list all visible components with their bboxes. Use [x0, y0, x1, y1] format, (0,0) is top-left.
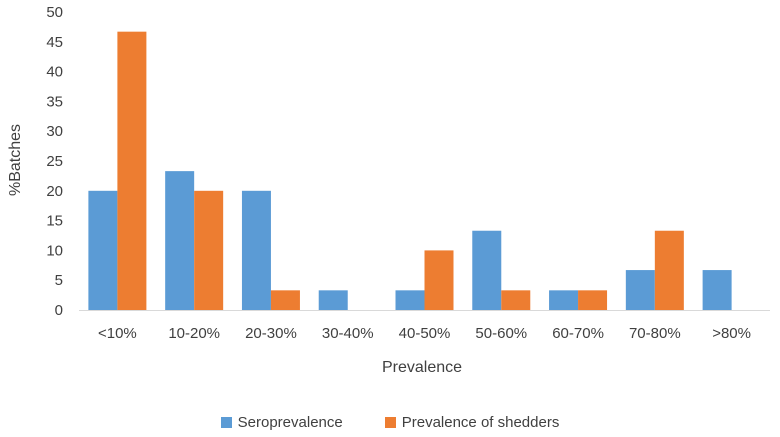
y-axis: 0 5 10 15 20 25 30 35 40 45 50	[46, 4, 63, 319]
legend-item-seroprevalence: Seroprevalence	[220, 413, 343, 431]
x-tick-label: >80%	[712, 325, 751, 342]
y-tick-label: 10	[46, 242, 63, 259]
y-tick-label: 0	[55, 302, 63, 319]
x-tick-label: 60-70%	[552, 325, 604, 342]
x-tick-label: 10-20%	[168, 325, 220, 342]
y-tick-label: 45	[46, 34, 63, 51]
y-tick-label: 15	[46, 213, 63, 230]
x-tick-label: 20-30%	[245, 325, 297, 342]
bar-chart: 0 5 10 15 20 25 30 35 40 45 50 <10% 10-20% 20-30% 30-…	[7, 4, 770, 376]
y-tick-label: 25	[46, 153, 63, 170]
x-tick-label: 70-80%	[629, 325, 681, 342]
bar-shedders-1	[194, 190, 224, 310]
y-axis-title: %Batches	[7, 124, 24, 196]
bar-seroprevalence-1	[165, 171, 195, 310]
x-tick-label: 40-50%	[399, 325, 451, 342]
x-tick-label: 30-40%	[322, 325, 374, 342]
legend-swatch-shedders	[384, 416, 396, 428]
y-tick-label: 5	[55, 272, 63, 289]
legend-item-shedders: Prevalence of shedders	[384, 413, 560, 431]
y-tick-label: 30	[46, 123, 63, 140]
bar-seroprevalence-2	[241, 190, 271, 310]
bar-seroprevalence-7	[625, 270, 655, 310]
legend: Seroprevalence Prevalence of shedders	[0, 410, 780, 434]
bar-seroprevalence-4	[395, 290, 425, 310]
x-tick-label: <10%	[98, 325, 137, 342]
y-tick-label: 35	[46, 93, 63, 110]
x-tick-label: 50-60%	[475, 325, 527, 342]
bar-shedders-7	[654, 230, 684, 310]
bar-shedders-5	[501, 290, 531, 310]
bar-shedders-0	[117, 31, 147, 310]
bars	[88, 31, 732, 310]
y-tick-label: 40	[46, 64, 63, 81]
bar-seroprevalence-3	[318, 290, 348, 310]
bar-shedders-2	[270, 290, 300, 310]
legend-label-seroprevalence: Seroprevalence	[237, 413, 343, 431]
y-tick-label: 50	[46, 4, 63, 21]
bar-shedders-4	[424, 250, 454, 310]
x-axis: <10% 10-20% 20-30% 30-40% 40-50% 50-60% 60-70%…	[98, 325, 751, 342]
legend-swatch-seroprevalence	[220, 416, 232, 428]
bar-seroprevalence-0	[88, 190, 118, 310]
y-tick-label: 20	[46, 183, 63, 200]
bar-shedders-6	[578, 290, 608, 310]
bar-seroprevalence-8	[702, 270, 732, 310]
bar-seroprevalence-5	[472, 230, 502, 310]
legend-label-shedders: Prevalence of shedders	[401, 413, 560, 431]
bar-seroprevalence-6	[549, 290, 579, 310]
x-axis-title: Prevalence	[382, 359, 462, 376]
